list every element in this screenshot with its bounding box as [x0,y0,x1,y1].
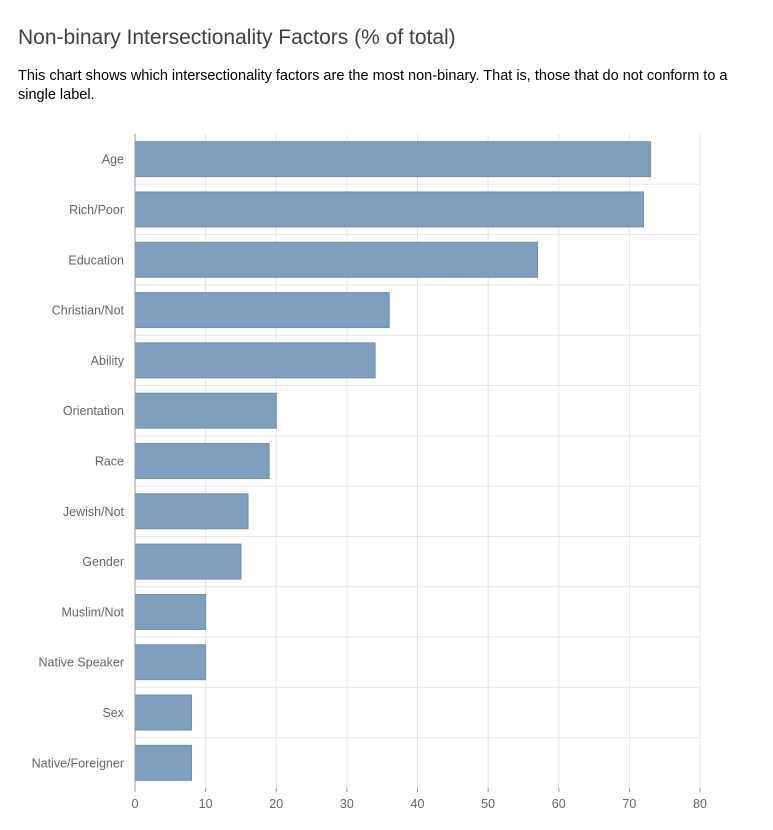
x-tick-label: 10 [199,797,213,811]
axes [134,134,701,792]
bar-ability [134,342,376,379]
category-label: Christian/Not [52,304,125,318]
x-tick-label: 20 [269,797,283,811]
bar-education [134,241,539,278]
category-label: Orientation [63,404,124,418]
category-labels: Age Rich/Poor Education Christian/Not Abilit… [32,153,125,771]
bar-christian-not [134,292,390,329]
x-tick-labels: 0 10 20 30 40 50 60 70 80 [132,797,707,811]
bar-sex [134,694,192,731]
category-label: Education [68,253,124,267]
chart-title: Non-binary Intersectionality Factors (% … [18,26,456,49]
bar-rich-poor [134,191,644,228]
category-label: Age [102,153,124,167]
category-label: Race [95,455,124,469]
x-tick-label: 30 [340,797,354,811]
x-tick-label: 60 [552,797,566,811]
category-label: Jewish/Not [63,505,125,519]
x-tick-label: 0 [132,797,139,811]
category-label: Rich/Poor [69,203,124,217]
bar-age [134,141,652,178]
bar-orientation [134,392,277,429]
bar-gender [134,543,242,580]
category-label: Sex [102,706,124,720]
category-label: Gender [82,555,124,569]
bar-jewish-not [134,493,249,530]
bar-race [134,443,270,479]
category-label: Native Speaker [39,656,124,670]
x-tick-label: 70 [622,797,636,811]
x-tick-label: 50 [481,797,495,811]
bar-native-foreigner [134,744,192,781]
chart-subtitle: This chart shows which intersectionality… [18,68,728,103]
category-label: Ability [91,354,125,368]
x-tick-label: 40 [411,797,425,811]
bar-muslim-not [134,593,207,630]
category-label: Muslim/Not [61,605,124,619]
category-label: Native/Foreigner [32,756,124,770]
bar-native-speaker [134,644,207,681]
x-tick-label: 80 [693,797,707,811]
bars [134,141,652,781]
